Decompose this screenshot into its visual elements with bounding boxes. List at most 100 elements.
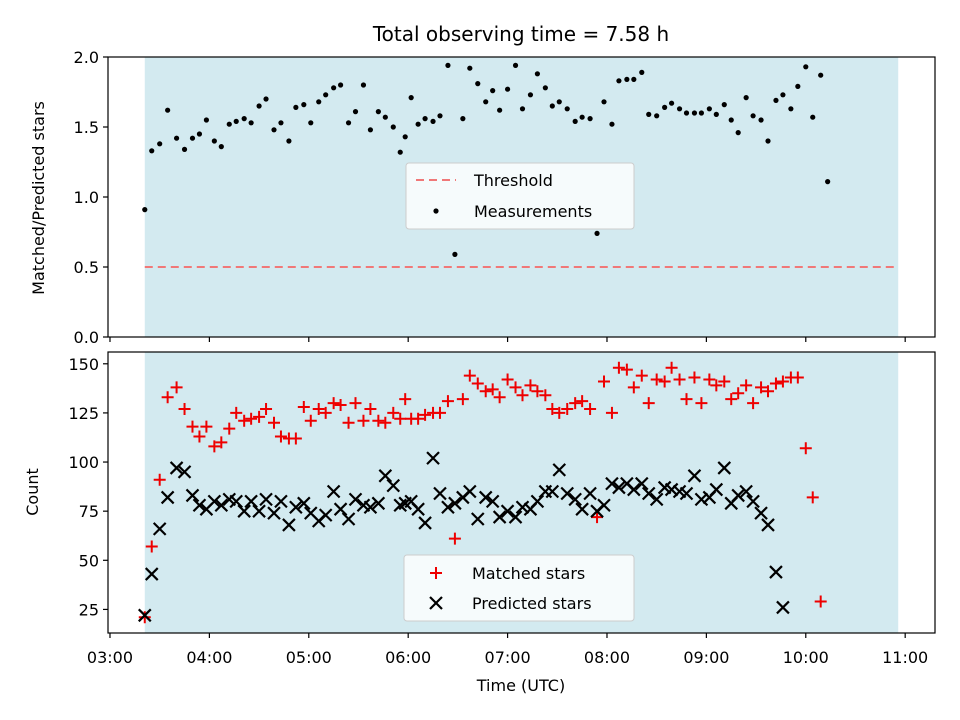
predicted-star-point — [552, 463, 567, 477]
measurement-point — [475, 81, 481, 87]
measurement-point — [609, 121, 615, 127]
predicted-star-point — [333, 502, 348, 516]
predicted-star-point — [267, 506, 281, 520]
predicted-star-point — [649, 492, 664, 507]
predicted-star-point — [731, 488, 745, 503]
bottom-y-tick-label: 125 — [68, 404, 99, 423]
measurement-point — [721, 102, 727, 108]
x-tick-label: 09:00 — [683, 648, 729, 667]
measurement-point — [415, 121, 421, 127]
measurement-point — [750, 113, 756, 119]
measurement-point — [445, 62, 451, 68]
matched-star-point — [200, 420, 213, 433]
matched-star-point — [364, 402, 377, 415]
predicted-star-point — [545, 484, 560, 499]
legend-threshold-label: Threshold — [473, 171, 553, 190]
measurement-point — [337, 82, 344, 88]
matched-star-point — [612, 361, 625, 374]
predicted-star-point — [177, 465, 192, 479]
top-legend: Threshold Measurements — [405, 162, 635, 230]
bottom-y-axis-label: Count — [23, 468, 42, 516]
top-measurements — [142, 62, 831, 257]
matched-star-point — [379, 416, 392, 429]
matched-star-point — [372, 414, 385, 427]
measurement-point — [803, 64, 809, 70]
measurement-point — [549, 103, 555, 109]
measurement-point — [691, 110, 698, 116]
bottom-plot-frame — [107, 351, 936, 634]
matched-star-point — [531, 385, 544, 398]
predicted-star-point — [274, 494, 288, 509]
matched-star-point — [170, 381, 183, 394]
predicted-star-point — [297, 496, 311, 511]
measurement-point — [408, 95, 414, 101]
predicted-star-point — [282, 518, 296, 532]
matched-star-point — [486, 383, 499, 396]
predicted-star-point — [169, 461, 184, 475]
measurement-point — [149, 148, 155, 154]
predicted-star-point — [463, 484, 477, 499]
matched-star-point — [161, 391, 174, 404]
predicted-star-point — [386, 478, 401, 493]
matched-star-point — [725, 393, 738, 406]
measurement-point — [218, 144, 224, 150]
predicted-star-point — [144, 567, 159, 581]
matched-star-point — [710, 379, 723, 392]
legend-predicted-swatch — [429, 596, 443, 610]
matched-star-point — [658, 375, 671, 388]
measurement-point — [301, 102, 307, 108]
measurement-point — [203, 117, 210, 123]
predicted-star-point — [568, 492, 582, 507]
matched-star-point — [598, 375, 611, 388]
measurement-point — [196, 131, 203, 137]
matched-star-point — [479, 385, 492, 398]
matched-star-point — [732, 387, 745, 400]
legend-measurements-swatch — [433, 208, 439, 214]
predicted-star-point — [252, 504, 266, 518]
predicted-star-point — [627, 482, 641, 497]
matched-star-point — [289, 432, 302, 445]
measurement-point — [788, 106, 794, 112]
measurement-point — [825, 179, 831, 185]
measurement-point — [331, 85, 337, 91]
measurement-point — [483, 99, 489, 105]
measurement-point — [263, 96, 269, 102]
measurement-point — [467, 65, 473, 71]
matched-star-point — [747, 397, 760, 410]
measurement-point — [189, 135, 196, 141]
measurement-point — [654, 113, 660, 119]
measurement-point — [157, 141, 163, 147]
measurement-point — [360, 82, 367, 88]
matched-star-point — [441, 395, 454, 408]
measurement-point — [676, 106, 683, 112]
top-y-ticks: 0.0 0.5 1.0 1.5 2.0 — [74, 48, 108, 347]
matched-star-point — [642, 397, 655, 410]
matched-star-point — [412, 412, 425, 425]
chart-title: Total observing time = 7.58 h — [372, 22, 669, 46]
predicted-star-point — [508, 510, 523, 524]
matched-star-point — [215, 436, 228, 449]
measurement-point — [181, 146, 188, 152]
measurement-point — [579, 114, 585, 120]
measurement-point — [810, 114, 816, 120]
measurement-point — [460, 116, 466, 122]
x-tick-label: 08:00 — [584, 648, 630, 667]
matched-star-point — [267, 416, 280, 429]
measurement-point — [572, 118, 578, 124]
matched-star-point — [546, 402, 559, 415]
measurement-point — [713, 111, 719, 117]
measurement-point — [534, 71, 541, 77]
predicted-star-point — [259, 492, 273, 507]
measurement-point — [728, 117, 734, 123]
measurement-point — [390, 124, 396, 130]
predicted-star-point — [583, 486, 597, 501]
matched-star-point — [493, 391, 506, 404]
matched-star-point — [806, 491, 819, 504]
measurement-point — [278, 120, 284, 126]
measurement-point — [211, 138, 217, 144]
matched-star-point — [357, 414, 370, 427]
matched-star-point — [524, 379, 537, 392]
predicted-star-point — [229, 494, 244, 509]
measurement-point — [226, 121, 232, 127]
x-tick-label: 11:00 — [882, 648, 928, 667]
